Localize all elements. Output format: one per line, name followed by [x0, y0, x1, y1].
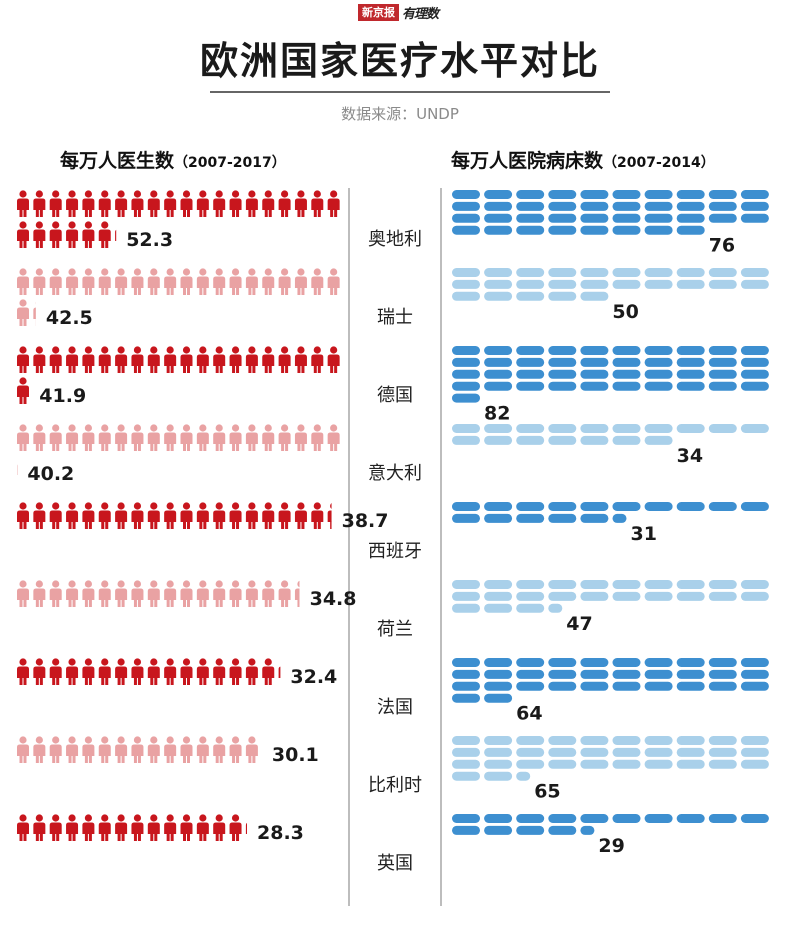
- doctor-bar-8: [17, 736, 258, 763]
- doctor-bar-3: [17, 346, 340, 404]
- doctor-value-label: 30.1: [272, 744, 319, 766]
- country-label: 德国: [377, 385, 413, 406]
- country-label: 瑞士: [377, 307, 413, 328]
- bed-value-label: 47: [566, 613, 592, 635]
- country-label: 法国: [377, 697, 413, 718]
- doctor-bar-5: [17, 502, 332, 529]
- country-label: 奥地利: [368, 229, 422, 250]
- country-label: 英国: [377, 853, 413, 874]
- beds-column-title: 每万人医院病床数（2007-2014）: [451, 146, 715, 173]
- doctor-bar-1: [17, 190, 340, 248]
- doctor-value-label: 28.3: [257, 822, 304, 844]
- doctor-value-label: 32.4: [290, 666, 337, 688]
- doctors-title-text: 每万人医生数: [60, 150, 175, 172]
- doctor-value-label: 52.3: [126, 229, 173, 251]
- bed-bar-9: [452, 814, 769, 835]
- country-label: 比利时: [368, 775, 422, 796]
- bed-value-label: 76: [709, 235, 735, 257]
- doctors-title-years: （2007-2017）: [174, 155, 286, 171]
- divider-left: [348, 188, 350, 906]
- brand-logo-left: 新京报: [358, 3, 399, 21]
- beds-title-text: 每万人医院病床数: [451, 150, 604, 172]
- doctor-bar-7: [17, 658, 281, 685]
- bed-bar-3: [452, 346, 769, 403]
- source-note: 数据来源：UNDP: [341, 105, 459, 123]
- title-underline: [210, 91, 610, 93]
- bed-bar-8: [452, 736, 769, 781]
- bed-bar-6: [452, 580, 769, 613]
- doctor-value-label: 42.5: [46, 307, 93, 329]
- page-title: 欧洲国家医疗水平对比: [199, 39, 600, 83]
- doctor-value-label: 38.7: [342, 510, 389, 532]
- bed-value-label: 64: [516, 703, 542, 725]
- doctor-bar-4: [17, 424, 340, 475]
- bed-value-label: 29: [598, 835, 624, 857]
- doctor-value-label: 34.8: [310, 588, 357, 610]
- bed-bar-5: [452, 502, 769, 523]
- doctor-bar-9: [17, 814, 247, 841]
- doctor-value-label: 41.9: [39, 385, 86, 407]
- bed-bar-1: [452, 190, 769, 235]
- bed-bar-4: [452, 424, 769, 445]
- bed-value-label: 31: [631, 523, 657, 545]
- doctor-value-label: 40.2: [27, 463, 74, 485]
- bed-value-label: 65: [534, 781, 560, 803]
- bed-bar-2: [452, 268, 769, 301]
- bed-value-label: 82: [484, 403, 510, 425]
- doctor-bar-2: [17, 268, 340, 326]
- country-label: 意大利: [368, 463, 422, 484]
- doctors-column-title: 每万人医生数（2007-2017）: [60, 146, 286, 173]
- bed-bar-7: [452, 658, 769, 703]
- bed-value-label: 50: [612, 301, 638, 323]
- country-label: 西班牙: [368, 541, 422, 562]
- divider-right: [440, 188, 442, 906]
- country-label: 荷兰: [377, 619, 413, 640]
- beds-title-years: （2007-2014）: [603, 155, 715, 171]
- brand-logo: 新京报 有理数: [358, 3, 439, 22]
- brand-logo-right: 有理数: [402, 6, 439, 22]
- bed-value-label: 34: [677, 445, 703, 467]
- doctor-bar-6: [17, 580, 300, 607]
